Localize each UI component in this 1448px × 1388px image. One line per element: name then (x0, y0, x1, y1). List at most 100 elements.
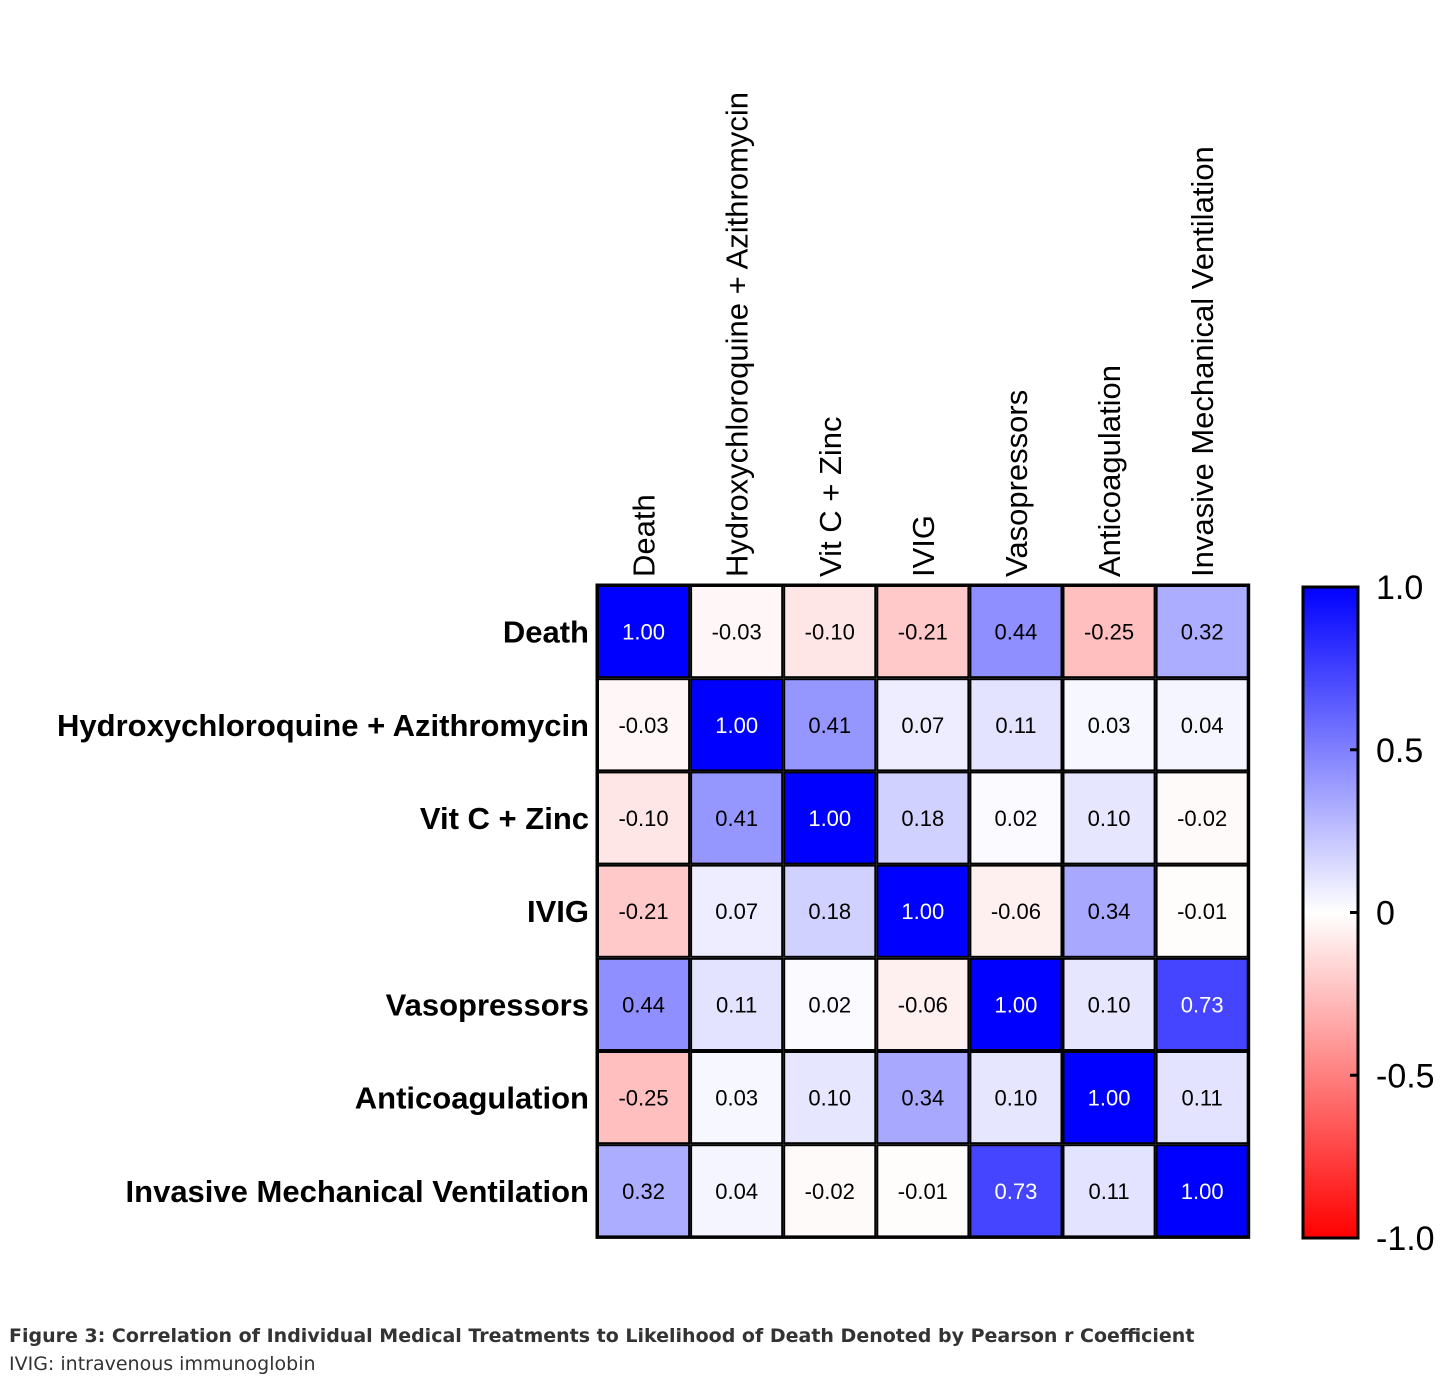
colorbar-tick-label: 0 (1376, 895, 1395, 933)
column-label: Invasive Mechanical Ventilation (1185, 146, 1220, 577)
heatmap-cell (783, 957, 877, 1051)
cell-value-label: 0.10 (1088, 992, 1131, 1017)
cell-value-label: 0.73 (1181, 992, 1224, 1017)
heatmap-cell (1155, 864, 1249, 958)
column-label: Death (627, 494, 662, 577)
cell-value-label: -0.21 (898, 620, 948, 645)
heatmap-cell (690, 957, 784, 1051)
colorbar-tick-label: -1.0 (1376, 1220, 1435, 1258)
heatmap-cell (597, 1051, 691, 1145)
cell-value-label: 0.03 (1088, 713, 1131, 738)
heatmap-cell (1155, 771, 1249, 865)
cell-value-label: 0.18 (808, 899, 851, 924)
heatmap-cell (1062, 1051, 1156, 1145)
colorbar-ticks: 1.0 0.5 0 -0.5 -1.0 (1350, 569, 1435, 1258)
heatmap-cell (876, 1144, 970, 1238)
colorbar-tick-label: 0.5 (1376, 732, 1423, 770)
cell-value-label: 0.11 (716, 992, 757, 1017)
column-label: Vasopressors (999, 390, 1034, 577)
cell-value-label: -0.01 (1177, 899, 1227, 924)
heatmap-cell (1062, 771, 1156, 865)
heatmap-cell (969, 1051, 1063, 1145)
heatmap-cell (969, 864, 1063, 958)
heatmap-cell (783, 771, 877, 865)
row-label: Invasive Mechanical Ventilation (126, 1174, 589, 1209)
cell-value-label: 0.10 (995, 1086, 1038, 1111)
heatmap-cell (1062, 585, 1156, 679)
cell-value-label: 0.34 (1088, 899, 1131, 924)
row-label: IVIG (527, 894, 589, 929)
cell-value-label: 0.18 (901, 806, 944, 831)
cell-value-label: 0.10 (808, 1086, 851, 1111)
heatmap-cell (1062, 957, 1156, 1051)
heatmap-cell (876, 1051, 970, 1145)
heatmap-cells: 1.00 -0.03 -0.10 -0.21 0.44 -0.25 0.32 -0.03 1.0… (597, 585, 1249, 1238)
row-label: Vasopressors (386, 987, 589, 1022)
cell-value-label: 1.00 (1181, 1179, 1224, 1204)
heatmap-cell (597, 957, 691, 1051)
heatmap-frame (595, 583, 1251, 1239)
heatmap-cell (690, 1051, 784, 1145)
heatmap-cell (597, 585, 691, 679)
cell-value-label: -0.10 (618, 806, 668, 831)
cell-value-label: 1.00 (715, 713, 758, 738)
cell-value-label: 0.02 (808, 992, 851, 1017)
heatmap-cell (1062, 1144, 1156, 1238)
cell-value-label: -0.02 (805, 1179, 855, 1204)
cell-value-label: 0.03 (715, 1086, 758, 1111)
cell-value-label: 0.32 (622, 1179, 665, 1204)
colorbar-tick-label: -0.5 (1376, 1057, 1435, 1095)
heatmap-cell (597, 771, 691, 865)
column-labels: Death Hydroxychloroquine + Azithromycin Vi… (627, 92, 1221, 577)
cell-value-label: 0.32 (1181, 620, 1224, 645)
cell-value-label: 0.07 (715, 899, 758, 924)
figure-caption: Figure 3: Correlation of Individual Medi… (9, 1322, 1429, 1378)
cell-value-label: 0.34 (901, 1086, 944, 1111)
heatmap-cell (783, 678, 877, 772)
heatmap-cell (876, 678, 970, 772)
cell-value-label: 0.44 (995, 620, 1038, 645)
heatmap-cell (1155, 1144, 1249, 1238)
cell-value-label: -0.03 (618, 713, 668, 738)
cell-value-label: -0.10 (805, 620, 855, 645)
column-label: Anticoagulation (1092, 365, 1127, 577)
heatmap-cell (969, 585, 1063, 679)
heatmap-cell (1155, 1051, 1249, 1145)
column-label: IVIG (906, 515, 941, 577)
heatmap-cell (876, 585, 970, 679)
cell-value-label: 1.00 (995, 992, 1038, 1017)
heatmap-cell (876, 771, 970, 865)
cell-value-label: -0.25 (1084, 620, 1134, 645)
heatmap-cell (876, 864, 970, 958)
cell-value-label: -0.21 (618, 899, 668, 924)
cell-value-label: 0.02 (995, 806, 1038, 831)
heatmap-cell (969, 678, 1063, 772)
column-label: Vit C + Zinc (813, 416, 848, 577)
heatmap-cell (597, 864, 691, 958)
cell-value-label: 0.44 (622, 992, 665, 1017)
cell-value-label: 1.00 (622, 620, 665, 645)
correlation-heatmap: 1.00 -0.03 -0.10 -0.21 0.44 -0.25 0.32 -0.03 1.0… (57, 92, 1435, 1258)
cell-value-label: 0.11 (1088, 1179, 1129, 1204)
row-label: Death (503, 615, 589, 650)
heatmap-cell (1062, 864, 1156, 958)
cell-value-label: -0.06 (898, 992, 948, 1017)
column-label: Hydroxychloroquine + Azithromycin (720, 92, 755, 577)
heatmap-cell (783, 864, 877, 958)
row-label: Hydroxychloroquine + Azithromycin (57, 708, 589, 743)
cell-value-label: 0.07 (901, 713, 944, 738)
cell-value-label: 0.04 (715, 1179, 758, 1204)
cell-value-label: -0.06 (991, 899, 1041, 924)
heatmap-cell (783, 1051, 877, 1145)
heatmap-cell (783, 1144, 877, 1238)
heatmap-cell (1155, 957, 1249, 1051)
cell-value-label: -0.01 (898, 1179, 948, 1204)
cell-value-label: -0.02 (1177, 806, 1227, 831)
heatmap-cell (690, 771, 784, 865)
heatmap-cell (690, 585, 784, 679)
cell-value-label: 1.00 (808, 806, 851, 831)
cell-value-label: -0.03 (712, 620, 762, 645)
cell-value-label: 1.00 (1088, 1086, 1131, 1111)
heatmap-cell (690, 864, 784, 958)
cell-value-label: 0.10 (1088, 806, 1131, 831)
